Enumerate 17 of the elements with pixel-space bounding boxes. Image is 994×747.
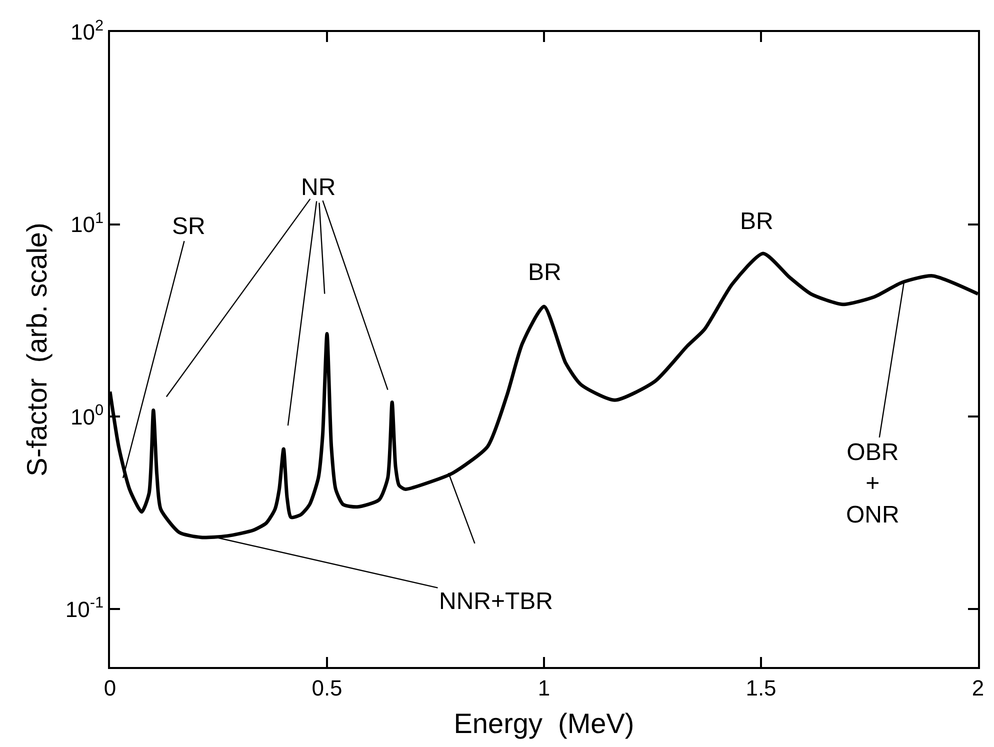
annotation: OBR + ONR (846, 439, 900, 528)
x-tick-label: 1 (538, 675, 550, 700)
x-tick-label: 0.5 (312, 675, 342, 700)
y-tick-label: 10$^{-1}$ (65, 594, 104, 622)
annotation: SR (172, 213, 206, 240)
x-tick-label: 2 (972, 675, 984, 700)
y-tick-label: 10$^{0}$ (70, 402, 104, 430)
annotation: BR (740, 208, 774, 235)
y-tick-label: 10$^{1}$ (70, 210, 104, 238)
y-tick-label: 10$^{2}$ (70, 17, 104, 45)
x-tick-label: 1.5 (746, 675, 776, 700)
annotation: BR (528, 259, 562, 286)
y-axis-title: S-factor (arb. scale) (22, 222, 53, 476)
x-tick-label: 0 (104, 675, 116, 700)
annotation: NNR+TBR (439, 588, 554, 615)
annotation: NR (301, 174, 336, 201)
x-axis-title: Energy (MeV) (454, 708, 634, 739)
